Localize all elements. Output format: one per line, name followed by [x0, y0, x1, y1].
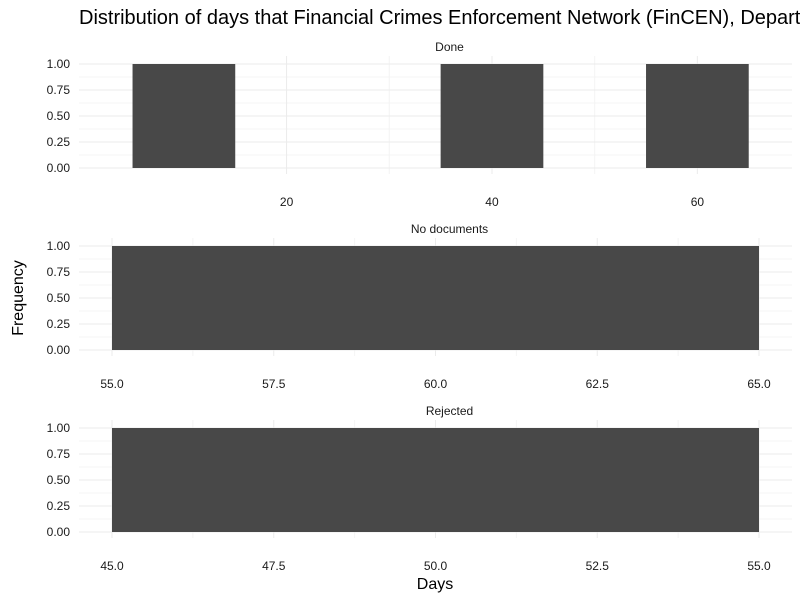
y-tick-label: 0.75: [47, 83, 71, 97]
y-tick-label: 0.25: [47, 499, 71, 513]
x-axis-title: Days: [417, 576, 453, 593]
x-tick-label: 55.0: [747, 559, 771, 573]
x-tick-label: 20: [280, 195, 294, 209]
y-tick-label: 0.50: [47, 109, 71, 123]
x-tick-label: 57.5: [262, 377, 286, 391]
facet-strip-label: No documents: [411, 222, 488, 236]
x-tick-label: 50.0: [424, 559, 448, 573]
x-tick-label: 60.0: [424, 377, 448, 391]
y-tick-label: 0.50: [47, 291, 71, 305]
x-tick-label: 62.5: [586, 377, 610, 391]
histogram-bar: [112, 246, 759, 350]
facet-strip-label: Done: [435, 40, 464, 54]
x-tick-label: 55.0: [100, 377, 124, 391]
x-tick-label: 40: [485, 195, 499, 209]
histogram-bar: [646, 64, 749, 168]
y-tick-label: 0.25: [47, 317, 71, 331]
y-tick-label: 1.00: [47, 239, 71, 253]
y-axis-title: Frequency: [10, 260, 27, 336]
x-tick-label: 60: [691, 195, 705, 209]
chart-title: Distribution of days that Financial Crim…: [79, 7, 800, 29]
facet-strip-label: Rejected: [426, 404, 473, 418]
histogram-bar: [132, 64, 236, 168]
y-tick-label: 0.00: [47, 343, 71, 357]
y-tick-label: 0.50: [47, 473, 71, 487]
y-tick-label: 0.75: [47, 447, 71, 461]
facet-panel-no-documents: No documents 0.00 0.25 0.50 0.75 1.00 55.0 57.5…: [47, 222, 792, 391]
facet-panels: Done 0.00 0.25 0.50 0.75 1.00 20 40 60 No documen…: [47, 40, 792, 573]
x-tick-label: 45.0: [100, 559, 124, 573]
y-tick-label: 0.00: [47, 525, 71, 539]
y-tick-label: 1.00: [47, 421, 71, 435]
x-tick-label: 52.5: [586, 559, 610, 573]
y-tick-label: 1.00: [47, 57, 71, 71]
facet-panel-rejected: Rejected 0.00 0.25 0.50 0.75 1.00 45.0 47.5 50.0…: [47, 404, 792, 573]
y-tick-label: 0.25: [47, 135, 71, 149]
y-tick-label: 0.00: [47, 161, 71, 175]
x-tick-label: 47.5: [262, 559, 286, 573]
histogram-bar: [112, 428, 759, 532]
facet-panel-done: Done 0.00 0.25 0.50 0.75 1.00 20 40 60: [47, 40, 792, 209]
histogram-bar: [440, 64, 544, 168]
y-tick-label: 0.75: [47, 265, 71, 279]
x-tick-label: 65.0: [747, 377, 771, 391]
